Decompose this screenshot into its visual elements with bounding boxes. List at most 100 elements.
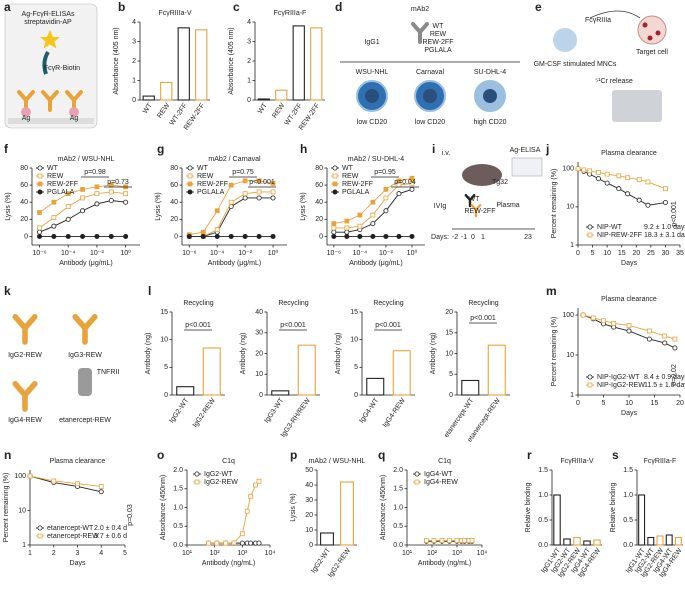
annotation: p<0.001 [375,322,401,329]
y-tick-label: 0.5 [623,517,633,524]
legend-marker [37,181,43,187]
y-tick-label: 1.0 [173,504,183,511]
bar [176,386,195,396]
y-tick-label: 30 [255,330,263,337]
legend-label: NIP-IgG2-WT [597,374,640,381]
panel-label: e [535,0,542,14]
y-tick-label: 1.5 [173,486,183,493]
y-tick-label: 40 [255,309,263,316]
data-point [357,233,363,239]
data-point [65,216,71,222]
bar [297,344,316,396]
annotation: p<0.001 [280,322,306,329]
x-tick-label: 0 [576,250,580,257]
data-point [231,540,237,546]
data-point [270,189,276,195]
chart-title: FcγRIIIa-V [560,458,593,465]
x-tick-label: 15 [651,400,659,407]
annotation: p<0.001 [671,201,678,227]
diagram-label: FcγRIIIa [585,17,611,24]
data-point [123,233,129,239]
y-tick-label: 1.0 [538,492,548,499]
y-tick-label: 0 [319,233,323,240]
antibody-icon [72,314,98,345]
legend-label: IgG4-WT [424,471,453,478]
diagram-label: Ag [70,115,79,122]
data-point [256,233,262,239]
y-tick-label: 20 [20,216,28,223]
y-tick-label: 1.5 [538,467,548,474]
legend-marker [587,382,593,388]
data-point [672,336,678,342]
x-tick-label: 10⁴ [477,550,488,557]
data-point [37,229,43,235]
chart-title: FcγRIIIa-F [644,458,677,465]
chart-title: Recycling [373,300,403,307]
antibody-icon [12,381,38,412]
diagram-label: IVIg [434,203,447,210]
data-point [663,186,668,192]
y-tick-label: 1.5 [623,467,633,474]
data-point [370,212,376,218]
data-point [616,186,622,192]
data-point [396,178,402,184]
y-tick-label: 20 [255,350,263,357]
chart-title: Plasma clearance [50,458,106,465]
data-point [239,531,245,537]
bar [647,536,655,546]
data-point [331,229,337,235]
target-cell [637,15,667,45]
data-point [581,167,587,173]
legend-label: PGLALA [197,189,225,196]
diagram-label: Days: [431,234,449,241]
y-axis-label: Relative binding [610,482,617,532]
x-tick-label: IgG2-WT [168,397,190,425]
y-axis-label: Lysis (%) [290,493,297,522]
legend-marker [37,165,43,171]
antibody-shape [411,22,429,44]
y-tick-label: 1 [22,542,26,549]
y-tick-label: 15 [350,309,358,316]
legend-marker [37,533,43,539]
y-tick-label: 20 [305,512,313,519]
y-tick-label: 0 [259,392,263,399]
antibody-icon [411,22,429,44]
chart-title: C1q [222,458,235,465]
data-point [647,328,652,334]
antibody-icon [12,314,38,345]
chart-title: Recycling [468,300,498,307]
x-tick-label: 10 [603,250,611,257]
diagram-label: REW-2FF [465,208,496,215]
data-point [228,233,234,239]
chart-title: C1q [438,458,451,465]
x-tick-label: 5 [591,250,595,257]
data-point [242,233,248,239]
y-tick-label: 0.0 [538,542,548,549]
legend-label: REW-2FF [47,181,78,188]
legend-label: etanercept-WT [47,525,94,532]
annotation: p<0.001 [249,179,275,186]
data-point [256,189,262,195]
data-point [51,215,57,221]
bar [553,494,561,546]
data-point [590,315,596,321]
data-point [357,212,363,218]
legend-label: NIP-WT [597,224,623,231]
diagram-label: -1 [461,234,467,241]
y-tick-label: 5 [354,364,358,371]
data-point [94,191,100,197]
data-point [37,233,43,239]
x-tick-label: REW [271,102,286,120]
legend-half-life: 3.7 ± 0.6 d [94,533,127,540]
diagram-label: streptavidin-AP [24,19,72,26]
legend-half-life: 11.5 ± 1.0 days [644,382,685,389]
data-point [200,229,206,235]
panel-label: l [148,284,151,298]
x-tick-label: 10⁻⁴ [210,250,225,257]
x-tick-label: 10⁰ [120,249,131,257]
y-tick-label: 1 [247,77,251,84]
data-point [51,199,57,205]
data-point [51,223,57,229]
data-point [65,204,71,209]
y-axis-label: Absorbance (405 nm) [113,27,120,94]
